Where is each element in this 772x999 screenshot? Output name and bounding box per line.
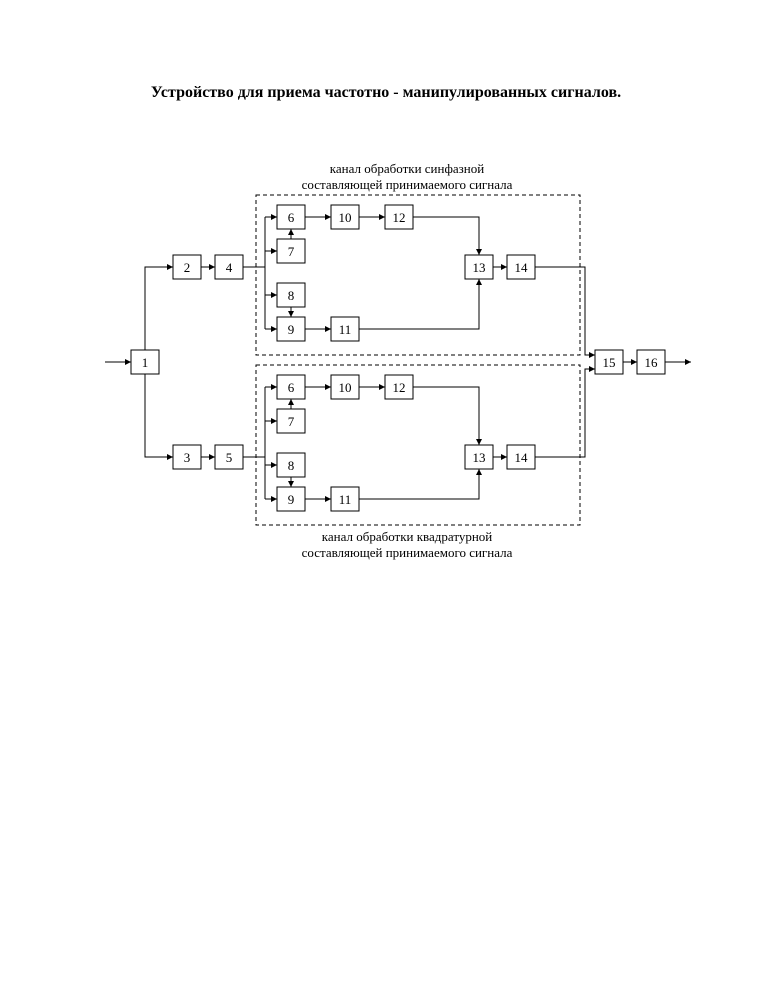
block-top-14: 14 [507, 255, 535, 279]
svg-text:1: 1 [142, 355, 149, 370]
block-16: 16 [637, 350, 665, 374]
svg-text:13: 13 [473, 450, 486, 465]
svg-text:9: 9 [288, 322, 295, 337]
b-12-13 [413, 387, 479, 445]
svg-text:7: 7 [288, 244, 295, 259]
block-15: 15 [595, 350, 623, 374]
wire-1-3 [145, 374, 173, 457]
page-title: Устройство для приема частотно - манипул… [0, 84, 772, 102]
block-bot-11: 11 [331, 487, 359, 511]
block-1: 1 [131, 350, 159, 374]
block-bot-9: 9 [277, 487, 305, 511]
wire-1-2 [145, 267, 173, 350]
block-top-10: 10 [331, 205, 359, 229]
block-2: 2 [173, 255, 201, 279]
b-11-13 [359, 469, 479, 499]
bottom-channel-label-2: составляющей принимаемого сигнала [302, 545, 513, 560]
svg-text:14: 14 [515, 450, 529, 465]
diagram-svg: канал обработки синфазной составляющей п… [55, 155, 715, 575]
svg-text:9: 9 [288, 492, 295, 507]
t-12-13 [413, 217, 479, 255]
t-11-13 [359, 279, 479, 329]
svg-text:14: 14 [515, 260, 529, 275]
block-top-13: 13 [465, 255, 493, 279]
block-top-6: 6 [277, 205, 305, 229]
svg-text:11: 11 [339, 322, 352, 337]
block-bot-7: 7 [277, 409, 305, 433]
bottom-channel-label-1: канал обработки квадратурной [322, 529, 493, 544]
t-14-15 [535, 267, 595, 355]
block-bot-8: 8 [277, 453, 305, 477]
svg-text:12: 12 [393, 210, 406, 225]
svg-text:13: 13 [473, 260, 486, 275]
block-bot-13: 13 [465, 445, 493, 469]
block-bot-12: 12 [385, 375, 413, 399]
block-bot-14: 14 [507, 445, 535, 469]
block-top-12: 12 [385, 205, 413, 229]
top-channel-label-2: составляющей принимаемого сигнала [302, 177, 513, 192]
svg-text:7: 7 [288, 414, 295, 429]
block-3: 3 [173, 445, 201, 469]
svg-text:16: 16 [645, 355, 659, 370]
svg-text:10: 10 [339, 210, 352, 225]
top-channel-label-1: канал обработки синфазной [330, 161, 484, 176]
svg-text:5: 5 [226, 450, 233, 465]
block-top-7: 7 [277, 239, 305, 263]
svg-text:4: 4 [226, 260, 233, 275]
svg-text:15: 15 [603, 355, 616, 370]
svg-text:6: 6 [288, 380, 295, 395]
svg-text:8: 8 [288, 458, 295, 473]
block-bot-10: 10 [331, 375, 359, 399]
svg-text:8: 8 [288, 288, 295, 303]
svg-text:11: 11 [339, 492, 352, 507]
block-5: 5 [215, 445, 243, 469]
block-4: 4 [215, 255, 243, 279]
svg-text:12: 12 [393, 380, 406, 395]
b-14-15 [535, 369, 595, 457]
svg-text:2: 2 [184, 260, 191, 275]
block-top-9: 9 [277, 317, 305, 341]
svg-text:10: 10 [339, 380, 352, 395]
block-top-8: 8 [277, 283, 305, 307]
svg-text:3: 3 [184, 450, 191, 465]
svg-text:6: 6 [288, 210, 295, 225]
block-top-11: 11 [331, 317, 359, 341]
block-bot-6: 6 [277, 375, 305, 399]
